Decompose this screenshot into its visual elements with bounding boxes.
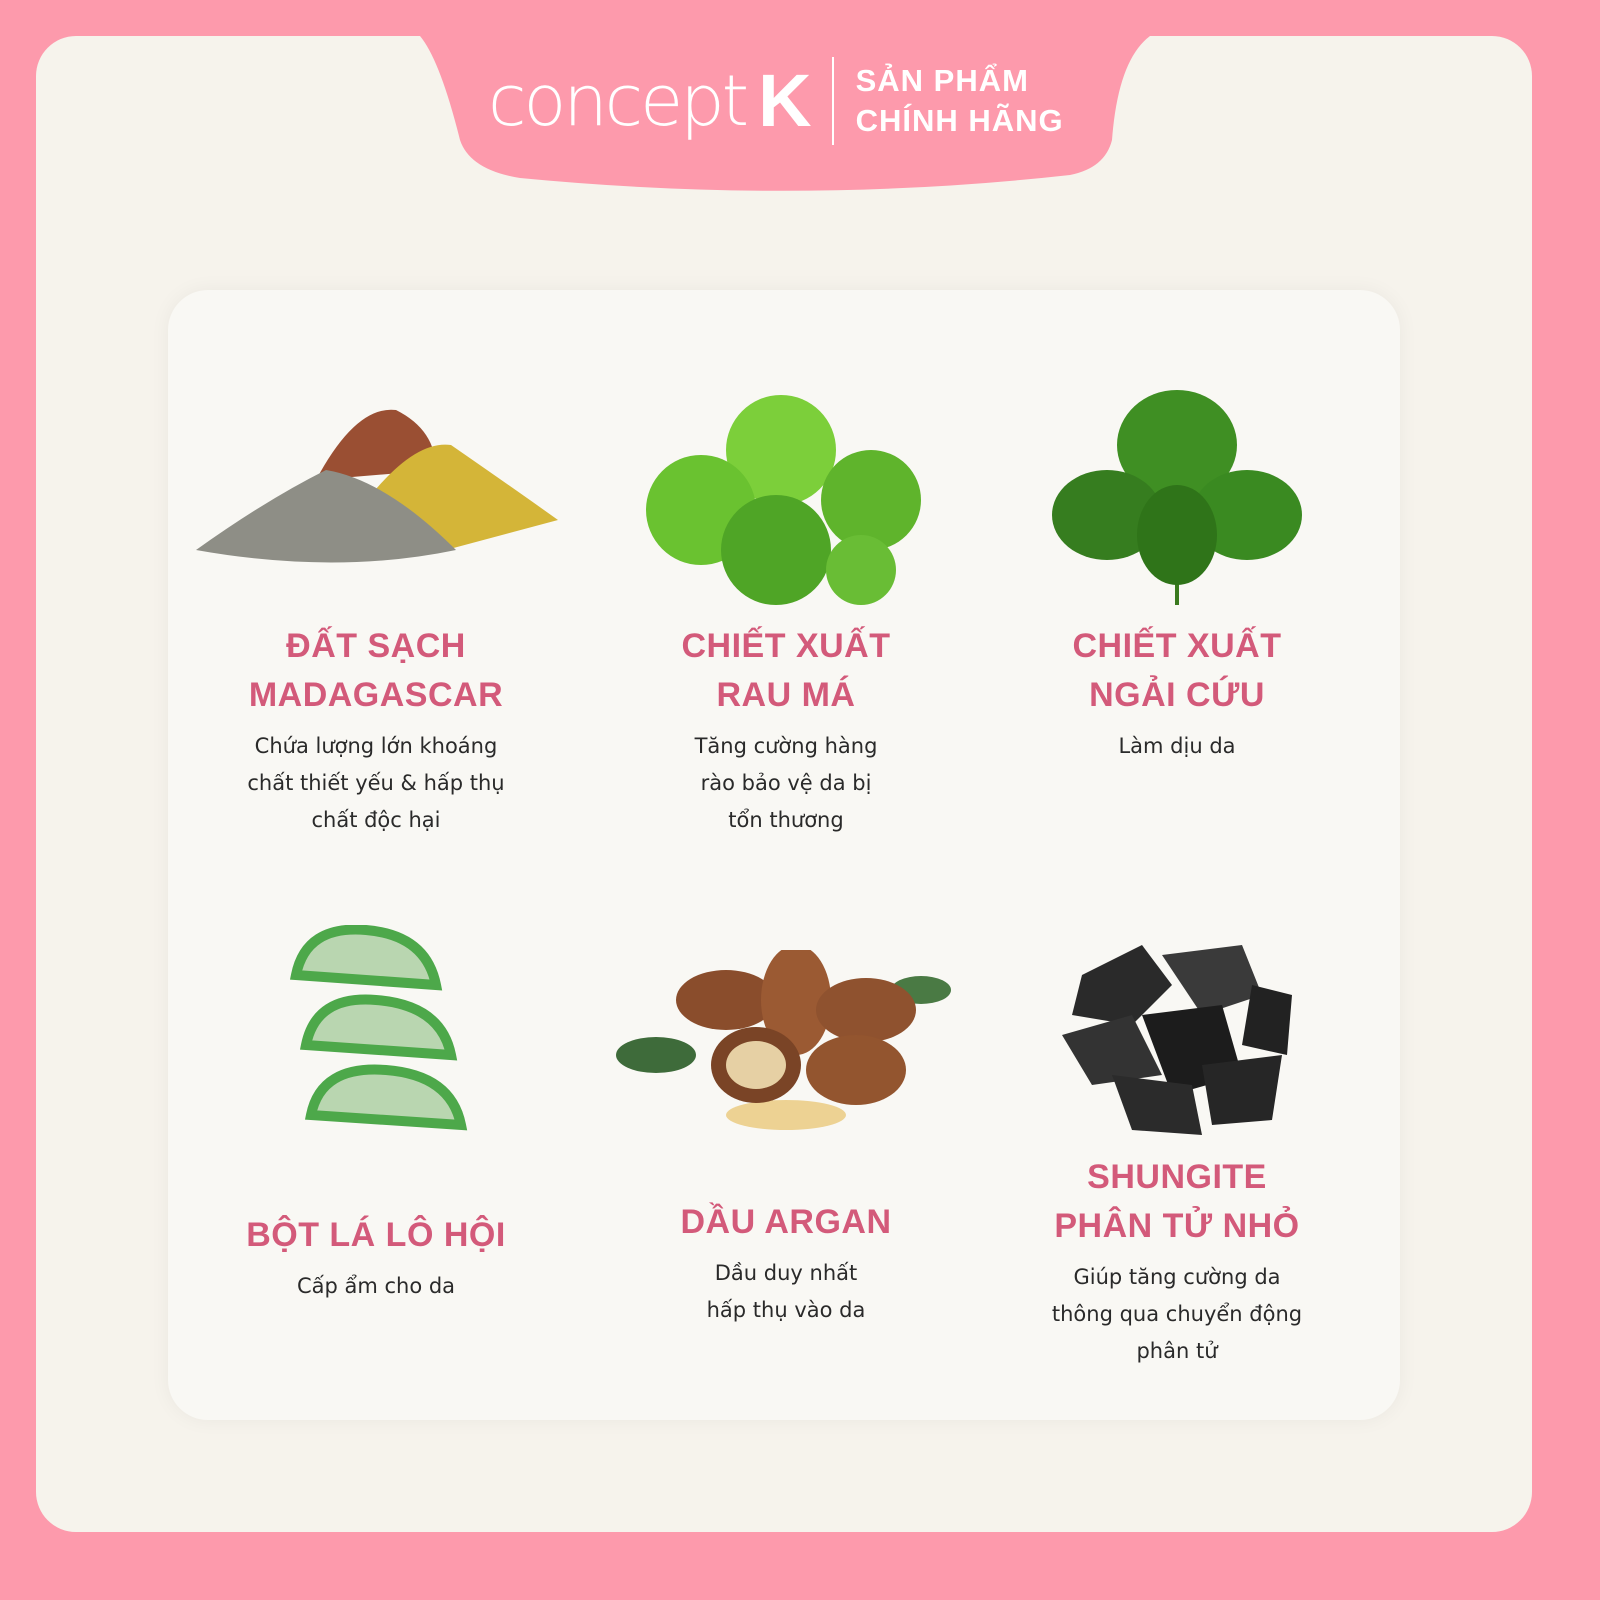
ingredient-description-line: tổn thương <box>728 808 844 832</box>
ingredient-shungite: SHUNGITE PHÂN TỬ NHỎ Giúp tăng cường da th… <box>977 935 1377 1370</box>
clay-powder-icon <box>196 409 558 563</box>
ingredient-description-line: hấp thụ vào da <box>706 1298 866 1322</box>
ingredient-centella: CHIẾT XUẤT RAU MÁ Tăng cường hàng rào bảo … <box>586 390 986 839</box>
mugwort-leaf-icon <box>1052 390 1302 605</box>
ingredient-title-line: DẦU ARGAN <box>680 1203 892 1241</box>
ingredient-title-line: SHUNGITE <box>1087 1158 1267 1196</box>
ingredient-clay: ĐẤT SẠCH MADAGASCAR Chứa lượng lớn khoáng… <box>176 400 576 839</box>
argan-nuts-icon <box>616 950 951 1130</box>
centella-leaf-icon <box>646 395 921 605</box>
ingredient-description-line: Tăng cường hàng <box>694 734 878 758</box>
ingredient-mugwort: CHIẾT XUẤT NGẢI CỨU Làm dịu da <box>977 385 1377 765</box>
ingredient-description-line: Chứa lượng lớn khoáng <box>254 734 498 758</box>
ingredient-title-line: ĐẤT SẠCH <box>286 627 466 665</box>
logo-letter: K <box>758 59 812 142</box>
ingredient-argan: DẦU ARGAN Dầu duy nhất hấp thụ vào da <box>586 950 986 1329</box>
ingredient-description-line: Làm dịu da <box>1118 734 1236 758</box>
shungite-stones-icon <box>1062 945 1292 1135</box>
ingredient-description-line: chất thiết yếu & hấp thụ <box>247 771 505 795</box>
logo-wordmark: concept <box>488 60 749 142</box>
text: CHÍNH HÃNG <box>855 103 1064 138</box>
header-tab <box>420 36 1150 191</box>
ingredient-title-line: MADAGASCAR <box>248 676 504 714</box>
ingredient-description-line: chất độc hại <box>311 808 441 832</box>
text: SẢN PHẨM <box>855 63 1029 98</box>
brand-tagline: SẢN PHẨM CHÍNH HÃNG <box>856 61 1064 141</box>
ingredient-title-line: BỘT LÁ LÔ HỘI <box>246 1216 506 1254</box>
ingredient-description-line: phân tử <box>1136 1339 1218 1363</box>
ingredient-title-line: RAU MÁ <box>716 676 856 714</box>
logo-divider <box>831 57 834 145</box>
ingredient-title-line: PHÂN TỬ NHỎ <box>1054 1207 1300 1245</box>
ingredient-description-line: Cấp ẩm cho da <box>296 1274 456 1298</box>
ingredient-description-line: thông qua chuyển động <box>1051 1302 1303 1326</box>
brand-logo: concept K SẢN PHẨM CHÍNH HÃNG <box>488 56 1064 146</box>
ingredient-description-line: Giúp tăng cường da <box>1073 1265 1281 1289</box>
ingredient-title-line: CHIẾT XUẤT <box>681 627 891 665</box>
ingredient-title-line: NGẢI CỨU <box>1089 676 1265 714</box>
ingredient-description-line: Dầu duy nhất <box>714 1261 858 1285</box>
ingredient-aloe: BỘT LÁ LÔ HỘI Cấp ẩm cho da <box>176 925 576 1305</box>
ingredient-title-line: CHIẾT XUẤT <box>1072 627 1282 665</box>
ingredient-description-line: rào bảo vệ da bị <box>700 771 872 795</box>
aloe-slices-icon <box>289 925 468 1131</box>
